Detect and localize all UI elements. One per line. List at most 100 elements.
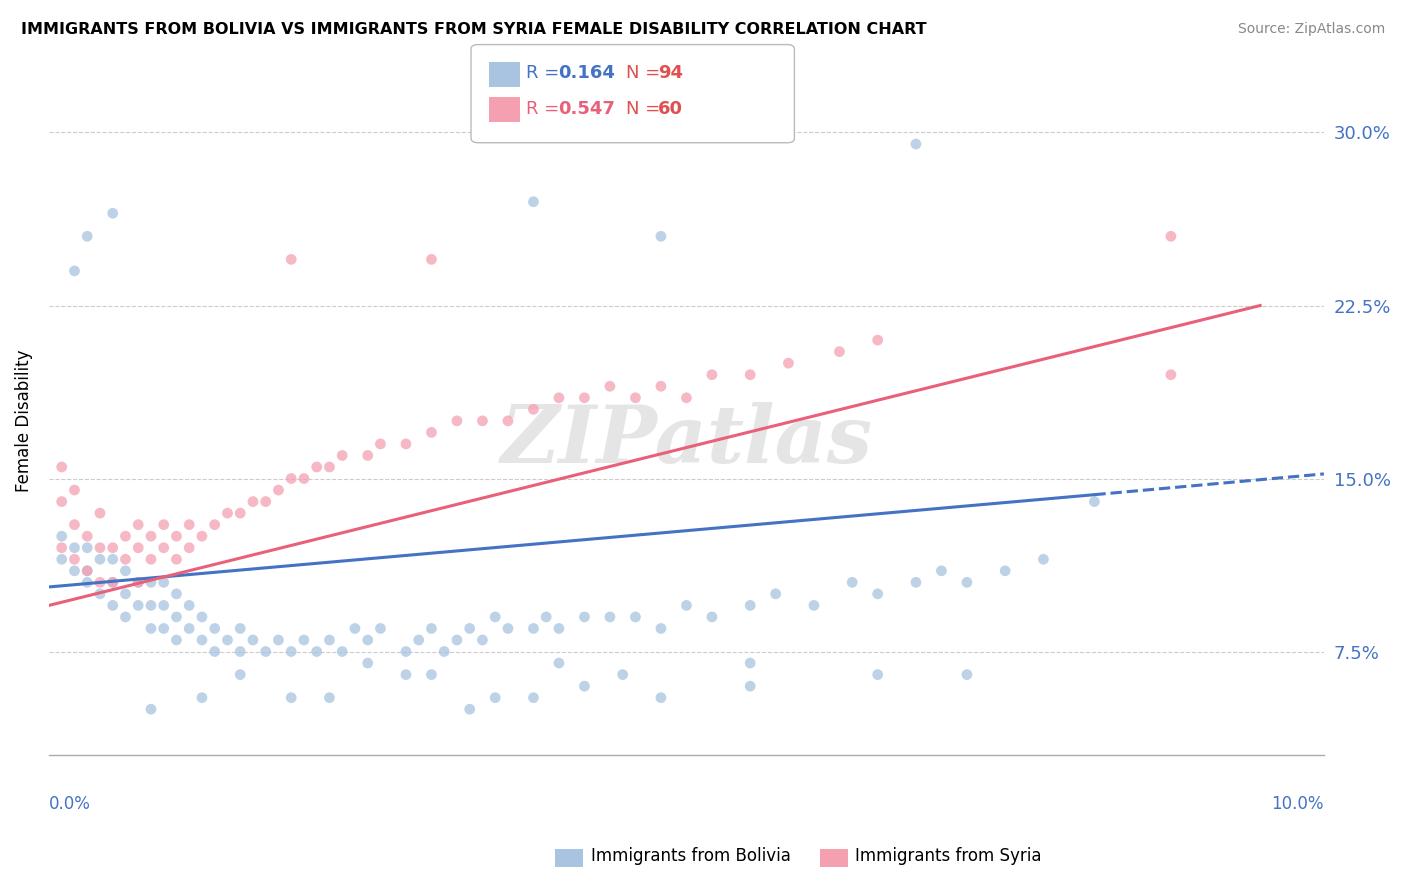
Point — [574, 679, 596, 693]
Point — [458, 702, 481, 716]
Point — [76, 564, 98, 578]
Point — [63, 564, 86, 578]
Point — [166, 632, 188, 647]
Point — [127, 517, 149, 532]
Point — [114, 529, 136, 543]
Point — [51, 529, 73, 543]
Text: 0.547: 0.547 — [558, 100, 614, 118]
Point — [89, 506, 111, 520]
Point — [408, 632, 430, 647]
Point — [89, 575, 111, 590]
Point — [179, 517, 201, 532]
Text: 60: 60 — [658, 100, 683, 118]
Point — [139, 599, 162, 613]
Point — [292, 632, 315, 647]
Point — [458, 622, 481, 636]
Point — [229, 644, 252, 658]
Point — [522, 622, 544, 636]
Point — [280, 644, 302, 658]
Point — [1160, 368, 1182, 382]
Point — [740, 656, 762, 670]
Point — [740, 679, 762, 693]
Point — [700, 610, 723, 624]
Point — [267, 632, 290, 647]
Point — [904, 136, 927, 151]
Y-axis label: Female Disability: Female Disability — [15, 350, 32, 492]
Point — [191, 610, 214, 624]
Point — [471, 414, 494, 428]
Point — [152, 599, 174, 613]
Point — [305, 460, 328, 475]
Point — [522, 402, 544, 417]
Point — [229, 667, 252, 681]
Point — [866, 333, 889, 347]
Point — [63, 264, 86, 278]
Point — [76, 575, 98, 590]
Point — [114, 564, 136, 578]
Point — [574, 610, 596, 624]
Point — [548, 622, 571, 636]
Point — [484, 690, 506, 705]
Point — [765, 587, 787, 601]
Point — [139, 575, 162, 590]
Point — [139, 552, 162, 566]
Point — [152, 541, 174, 555]
Point — [242, 494, 264, 508]
Point — [242, 632, 264, 647]
Point — [89, 587, 111, 601]
Point — [1083, 494, 1105, 508]
Point — [191, 632, 214, 647]
Point — [305, 644, 328, 658]
Point — [330, 644, 353, 658]
Point — [280, 471, 302, 485]
Point — [139, 529, 162, 543]
Point — [318, 460, 340, 475]
Point — [522, 194, 544, 209]
Point — [191, 690, 214, 705]
Point — [51, 494, 73, 508]
Point — [433, 644, 456, 658]
Point — [63, 483, 86, 497]
Point — [51, 541, 73, 555]
Point — [127, 575, 149, 590]
Text: 0.0%: 0.0% — [49, 796, 91, 814]
Point — [101, 599, 124, 613]
Point — [471, 632, 494, 647]
Point — [330, 449, 353, 463]
Point — [76, 564, 98, 578]
Point — [152, 575, 174, 590]
Point — [89, 552, 111, 566]
Point — [63, 552, 86, 566]
Point — [828, 344, 851, 359]
Point — [650, 622, 672, 636]
Text: R =: R = — [526, 64, 565, 82]
Point — [624, 391, 647, 405]
Point — [357, 656, 380, 670]
Point — [76, 529, 98, 543]
Point — [420, 667, 443, 681]
Point — [229, 506, 252, 520]
Point — [114, 587, 136, 601]
Text: ZIPatlas: ZIPatlas — [501, 402, 873, 480]
Point — [343, 622, 366, 636]
Point — [496, 414, 519, 428]
Point — [496, 622, 519, 636]
Point — [191, 529, 214, 543]
Point — [740, 368, 762, 382]
Text: R =: R = — [526, 100, 565, 118]
Point — [139, 622, 162, 636]
Point — [866, 667, 889, 681]
Point — [624, 610, 647, 624]
Point — [395, 437, 418, 451]
Point — [204, 622, 226, 636]
Point — [267, 483, 290, 497]
Point — [420, 252, 443, 267]
Point — [166, 587, 188, 601]
Point — [229, 622, 252, 636]
Point — [179, 599, 201, 613]
Point — [101, 541, 124, 555]
Point — [357, 449, 380, 463]
Point — [63, 517, 86, 532]
Point — [63, 541, 86, 555]
Point — [956, 575, 979, 590]
